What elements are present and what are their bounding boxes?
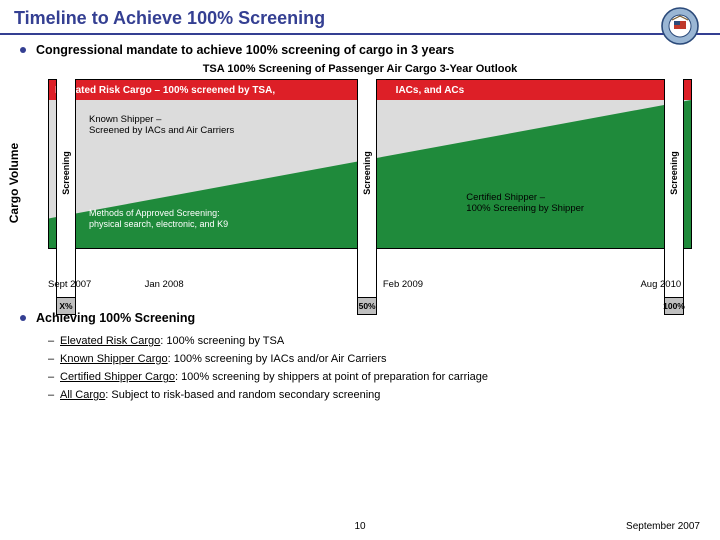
red-band-text-left: Elevated Risk Cargo – 100% screened by T… [55,85,275,96]
xtick-0: Sept 2007 [48,279,91,290]
xtick-3: Aug 2010 [640,279,681,290]
sub-bullet-list: –Elevated Risk Cargo: 100% screening by … [0,325,720,401]
sub-item-0: –Elevated Risk Cargo: 100% screening by … [48,335,700,347]
milestone-bar-2-pct: 50% [357,297,377,315]
bullet-mandate-text: Congressional mandate to achieve 100% sc… [36,43,454,57]
milestone-bar-1-label: Screening [61,152,71,196]
bullet-icon [20,47,26,53]
milestone-bar-2-label: Screening [362,152,372,196]
milestone-bar-3-pct: 100% [664,297,684,315]
milestone-bar-2: Screening 50% [357,79,377,315]
chart-container: Cargo Volume Elevated Risk Cargo – 100% … [48,79,692,287]
xtick-2: Feb 2009 [383,279,423,290]
footer: 10 September 2007 [0,521,720,532]
chart-title: TSA 100% Screening of Passenger Air Carg… [0,63,720,75]
sub-item-3: –All Cargo: Subject to risk-based and ra… [48,389,700,401]
bullet-mandate: Congressional mandate to achieve 100% sc… [0,35,720,57]
red-band-text-right: IACs, and ACs [396,85,465,96]
sub-item-2: –Certified Shipper Cargo: 100% screening… [48,371,700,383]
label-known-shipper: Known Shipper – Screened by IACs and Air… [89,114,234,137]
milestone-bar-1-pct: X% [56,297,76,315]
xtick-1: Jan 2008 [145,279,184,290]
sub-item-1: –Known Shipper Cargo: 100% screening by … [48,353,700,365]
label-certified-shipper: Certified Shipper – 100% Screening by Sh… [466,192,584,215]
footer-date: September 2007 [626,521,700,532]
y-axis-label: Cargo Volume [7,143,21,223]
dhs-seal-icon [660,6,700,46]
bullet-icon [20,315,26,321]
footer-page: 10 [354,521,365,532]
page-title: Timeline to Achieve 100% Screening [0,0,720,35]
label-methods: Methods of Approved Screening: physical … [89,208,228,230]
milestone-bar-3-label: Screening [669,152,679,196]
